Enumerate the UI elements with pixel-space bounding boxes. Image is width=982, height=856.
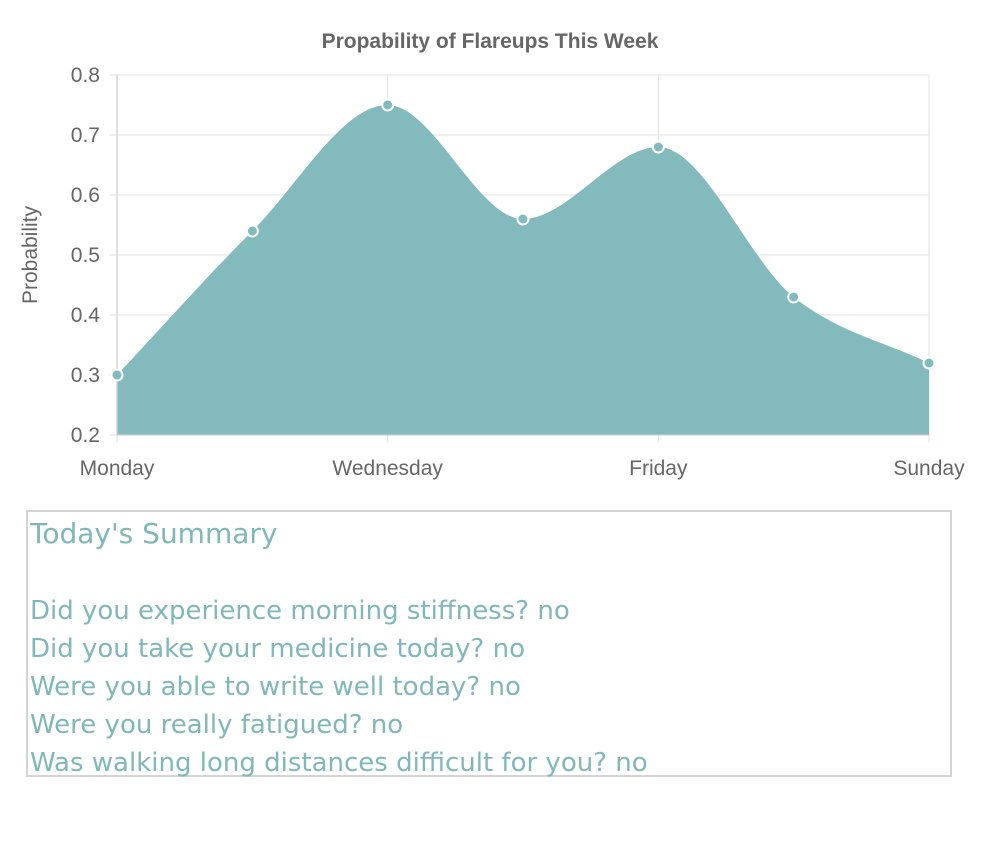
flareup-chart: Propability of Flareups This Week Probab… xyxy=(19,30,965,480)
x-tick-label: Sunday xyxy=(893,457,965,480)
summary-line-medicine: Did you take your medicine today? no xyxy=(30,634,525,664)
summary-spacer xyxy=(30,552,950,592)
data-point[interactable] xyxy=(651,140,665,154)
y-tick-label: 0.7 xyxy=(71,124,100,147)
summary-line-morning-stiffness: Did you experience morning stiffness? no xyxy=(30,596,570,626)
data-points xyxy=(110,98,936,382)
data-point[interactable] xyxy=(381,98,395,112)
data-point[interactable] xyxy=(245,224,259,238)
data-point[interactable] xyxy=(787,290,801,304)
y-tick-label: 0.4 xyxy=(71,304,101,327)
y-axis-title: Probability xyxy=(19,205,42,304)
data-point[interactable] xyxy=(110,368,124,382)
summary-line-walking: Was walking long distances difficult for… xyxy=(30,748,648,778)
summary-line-writing: Were you able to write well today? no xyxy=(30,672,521,702)
y-tick-label: 0.8 xyxy=(71,64,100,87)
y-tick-label: 0.3 xyxy=(71,364,100,387)
y-tick-label: 0.2 xyxy=(71,424,100,447)
x-tick-label: Monday xyxy=(80,457,155,480)
x-tick-label: Wednesday xyxy=(332,457,443,480)
data-point[interactable] xyxy=(922,356,936,370)
x-tick-labels: Monday Wednesday Friday Sunday xyxy=(80,457,965,480)
summary-title: Today's Summary xyxy=(30,517,278,550)
chart-svg: Propability of Flareups This Week Probab… xyxy=(19,30,965,480)
summary-panel: Today's Summary Did you experience morni… xyxy=(26,510,952,778)
summary-line-fatigue: Were you really fatigued? no xyxy=(30,710,404,740)
x-tick-label: Friday xyxy=(629,457,688,480)
data-point[interactable] xyxy=(516,212,530,226)
y-tick-labels: 0.2 0.3 0.4 0.5 0.6 0.7 0.8 xyxy=(71,64,101,447)
y-tick-label: 0.5 xyxy=(71,244,100,267)
area-series xyxy=(117,105,929,435)
chart-title: Propability of Flareups This Week xyxy=(322,30,659,53)
y-tick-label: 0.6 xyxy=(71,184,100,207)
series-area xyxy=(117,105,929,435)
